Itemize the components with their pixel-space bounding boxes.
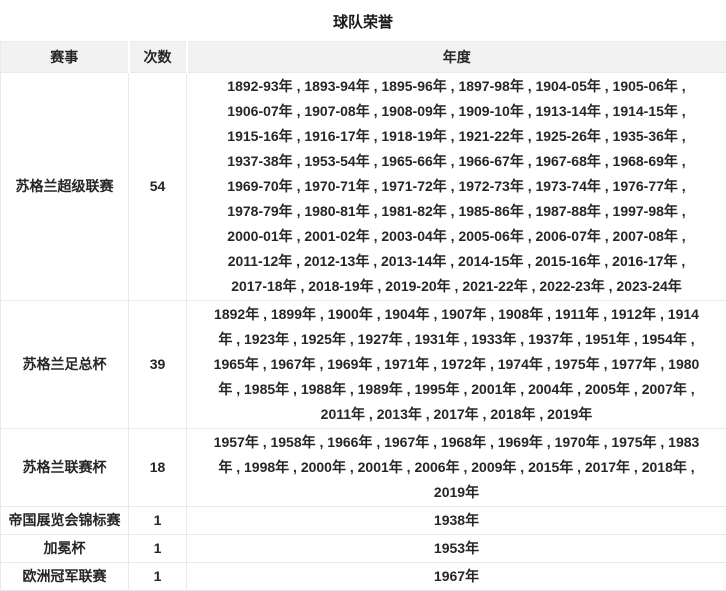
table-row: 苏格兰超级联赛 54 1892-93年 , 1893-94年 , 1895-96…	[1, 73, 726, 301]
table-row: 苏格兰足总杯 39 1892年 , 1899年 , 1900年 , 1904年 …	[1, 301, 726, 429]
count-cell: 1	[129, 563, 187, 591]
years-cell: 1957年 , 1958年 , 1966年 , 1967年 , 1968年 , …	[187, 429, 726, 507]
table-row: 加冕杯 1 1953年	[1, 535, 726, 563]
count-cell: 18	[129, 429, 187, 507]
column-header-count: 次数	[129, 42, 187, 73]
competition-cell: 加冕杯	[1, 535, 129, 563]
years-cell: 1892-93年 , 1893-94年 , 1895-96年 , 1897-98…	[187, 73, 726, 301]
competition-cell: 苏格兰超级联赛	[1, 73, 129, 301]
honors-table-header: 赛事 次数 年度	[1, 42, 726, 73]
count-cell: 1	[129, 507, 187, 535]
years-cell: 1967年	[187, 563, 726, 591]
years-cell: 1938年	[187, 507, 726, 535]
honors-table-body: 苏格兰超级联赛 54 1892-93年 , 1893-94年 , 1895-96…	[1, 73, 726, 591]
competition-cell: 欧洲冠军联赛	[1, 563, 129, 591]
years-cell: 1953年	[187, 535, 726, 563]
competition-cell: 帝国展览会锦标赛	[1, 507, 129, 535]
column-header-years: 年度	[187, 42, 726, 73]
competition-cell: 苏格兰联赛杯	[1, 429, 129, 507]
page-title: 球队荣誉	[0, 0, 726, 41]
honors-table: 赛事 次数 年度 苏格兰超级联赛 54 1892-93年 , 1893-94年 …	[0, 41, 726, 591]
years-cell: 1892年 , 1899年 , 1900年 , 1904年 , 1907年 , …	[187, 301, 726, 429]
column-header-competition: 赛事	[1, 42, 129, 73]
count-cell: 1	[129, 535, 187, 563]
table-row: 苏格兰联赛杯 18 1957年 , 1958年 , 1966年 , 1967年 …	[1, 429, 726, 507]
table-row: 帝国展览会锦标赛 1 1938年	[1, 507, 726, 535]
count-cell: 39	[129, 301, 187, 429]
header-row: 赛事 次数 年度	[1, 42, 726, 73]
competition-cell: 苏格兰足总杯	[1, 301, 129, 429]
count-cell: 54	[129, 73, 187, 301]
table-row: 欧洲冠军联赛 1 1967年	[1, 563, 726, 591]
